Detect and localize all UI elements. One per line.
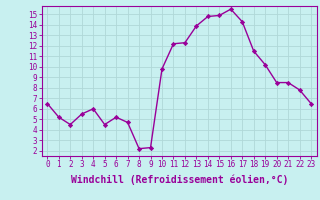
X-axis label: Windchill (Refroidissement éolien,°C): Windchill (Refroidissement éolien,°C) [70,175,288,185]
